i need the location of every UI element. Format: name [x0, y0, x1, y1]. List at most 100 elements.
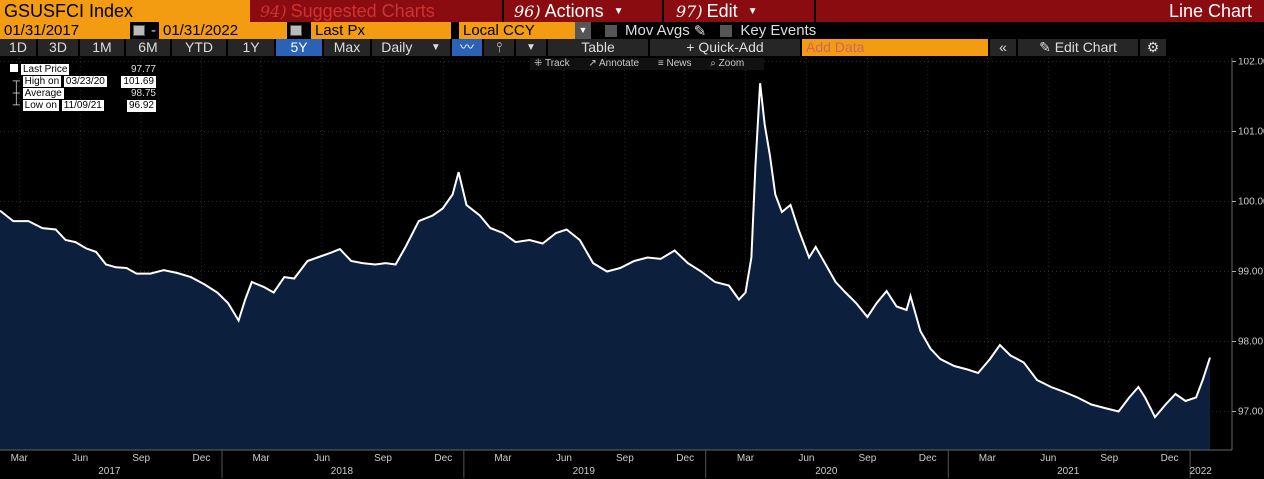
end-date-field[interactable]: 01/31/2022: [159, 22, 287, 39]
y-tick-label: 100.00: [1238, 197, 1264, 208]
chart-tools: ⁜ Track ↗ Annotate ≡ News ⌕ Zoom: [530, 58, 765, 70]
line-chart[interactable]: 97.00 98.00 99.00 100.00 101.00 102.00 Mar Jun…: [0, 58, 1264, 479]
area-fill: [0, 83, 1210, 450]
quick-add-button[interactable]: + Quick-Add: [650, 39, 800, 56]
x-axis: Mar Jun Sep Dec Mar Jun Sep Dec Mar Jun Sep Dec Mar J…: [0, 449, 1232, 478]
edit-chart-label: Edit Chart: [1054, 39, 1117, 55]
caret-down-icon: ▼: [430, 42, 441, 53]
menu-label: Edit: [706, 0, 738, 21]
y-axis: 97.00 98.00 99.00 100.00 101.00 102.00: [1231, 58, 1264, 450]
x-tick-label: Mar: [979, 453, 997, 464]
range-button-1y[interactable]: 1Y: [228, 39, 274, 56]
x-tick-label: Mar: [494, 453, 512, 464]
pencil-icon[interactable]: ✎: [693, 22, 707, 40]
legend-last: Last Price 97.77: [10, 64, 156, 76]
bar-chart-icon[interactable]: ⫯: [484, 39, 514, 56]
calendar-icon[interactable]: [290, 25, 302, 36]
x-year-label: 2019: [573, 466, 596, 477]
legend-high: ┬ High on 03/23/20 101.69: [10, 76, 156, 88]
x-tick-label: Sep: [132, 453, 150, 464]
legend-swatch: [10, 64, 18, 72]
series-line: [0, 83, 1211, 419]
field-select[interactable]: Last Px: [311, 22, 451, 39]
x-tick-label: Jun: [798, 453, 814, 464]
line-chart-icon[interactable]: 〰: [452, 39, 482, 56]
x-tick-label: Dec: [434, 453, 452, 464]
settings-bar: 01/31/2017 - 01/31/2022 Last Px Local CC…: [0, 22, 1264, 40]
legend-low: ┴ Low on 11/09/21 96.92: [10, 100, 156, 112]
toolbar: 1D 3D 1M 6M YTD 1Y 5Y Max Daily ▼ 〰 ⫯ ▼ Table +…: [0, 39, 1264, 56]
chevron-down-icon[interactable]: ▼: [575, 22, 591, 39]
date-separator: -: [151, 22, 156, 39]
frequency-select[interactable]: Daily ▼: [372, 39, 450, 56]
table-button[interactable]: Table: [548, 39, 648, 56]
x-tick-label: Sep: [616, 453, 634, 464]
y-tick-label: 98.00: [1238, 337, 1263, 348]
x-year-label: 2018: [331, 466, 354, 477]
y-tick-label: 101.00: [1238, 127, 1264, 138]
mov-avgs-checkbox[interactable]: [605, 24, 617, 37]
track-tool[interactable]: ⁜ Track: [534, 58, 570, 69]
ticker-field[interactable]: GSUSFCI Index: [0, 0, 250, 22]
frequency-label: Daily: [381, 39, 413, 55]
range-button-5y[interactable]: 5Y: [276, 39, 322, 56]
range-button-1d[interactable]: 1D: [0, 39, 36, 56]
legend-average: ┼ Average 98.75: [10, 88, 156, 99]
calendar-icon[interactable]: [133, 25, 145, 36]
edit-menu[interactable]: 97) Edit ▼: [664, 0, 814, 22]
x-tick-label: Mar: [737, 453, 755, 464]
add-data-input[interactable]: Add Data: [802, 39, 988, 56]
range-button-1m[interactable]: 1M: [80, 39, 124, 56]
caret-down-icon: ▼: [613, 5, 624, 17]
chart-kind-bar: Line Chart: [816, 0, 1264, 22]
range-button-max[interactable]: Max: [324, 39, 370, 56]
mov-avgs-label: Mov Avgs: [625, 22, 690, 39]
news-tool[interactable]: ≡ News: [657, 58, 692, 69]
x-tick-label: Jun: [72, 453, 88, 464]
range-buttons: 1D 3D 1M 6M YTD 1Y 5Y Max: [0, 39, 372, 56]
key-events-label: Key Events: [740, 22, 817, 39]
key-events-checkbox[interactable]: [720, 24, 733, 37]
x-tick-label: Dec: [1161, 453, 1179, 464]
x-year-label: 2020: [815, 466, 838, 477]
y-tick-label: 102.00: [1238, 58, 1264, 68]
chevron-down-icon[interactable]: ▼: [516, 39, 546, 56]
actions-menu[interactable]: 96) Actions ▼: [504, 0, 662, 22]
menu-number: 97): [676, 1, 703, 21]
y-tick-label: 99.00: [1238, 267, 1263, 278]
caret-down-icon: ▼: [747, 5, 758, 17]
range-button-3d[interactable]: 3D: [38, 39, 78, 56]
legend: Last Price 97.77 ┬ High on 03/23/20 101.…: [10, 64, 156, 112]
pencil-icon: ✎: [1039, 39, 1055, 55]
y-tick-label: 97.00: [1238, 407, 1263, 418]
x-tick-label: Sep: [374, 453, 392, 464]
x-tick-label: Sep: [1100, 453, 1118, 464]
x-tick-label: Jun: [556, 453, 572, 464]
x-tick-label: Mar: [252, 453, 270, 464]
title-bar: GSUSFCI Index 94) Suggested Charts 96) A…: [0, 0, 1264, 22]
menu-number: 96): [514, 1, 541, 21]
menu-number: 94): [260, 1, 287, 21]
annotate-tool[interactable]: ↗ Annotate: [588, 58, 640, 69]
x-tick-label: Sep: [859, 453, 877, 464]
chart-kind-label: Line Chart: [1168, 0, 1252, 21]
x-tick-label: Dec: [919, 453, 937, 464]
x-year-label: 2017: [98, 466, 121, 477]
x-tick-label: Jun: [314, 453, 330, 464]
currency-select[interactable]: Local CCY: [459, 22, 575, 39]
range-button-ytd[interactable]: YTD: [172, 39, 226, 56]
gear-icon[interactable]: ⚙: [1140, 39, 1166, 56]
range-button-6m[interactable]: 6M: [126, 39, 170, 56]
collapse-icon[interactable]: «: [990, 39, 1016, 56]
suggested-charts-menu[interactable]: 94) Suggested Charts: [250, 0, 502, 22]
x-year-label: 2021: [1057, 466, 1080, 477]
menu-label: Actions: [544, 0, 604, 21]
zoom-tool[interactable]: ⌕ Zoom: [710, 58, 745, 69]
x-tick-label: Dec: [193, 453, 211, 464]
edit-chart-button[interactable]: ✎ Edit Chart: [1018, 39, 1138, 56]
x-year-label: 2022: [1190, 466, 1213, 477]
x-tick-label: Dec: [676, 453, 694, 464]
start-date-field[interactable]: 01/31/2017: [0, 22, 130, 39]
x-tick-label: Jun: [1040, 453, 1056, 464]
x-tick-label: Mar: [11, 453, 29, 464]
